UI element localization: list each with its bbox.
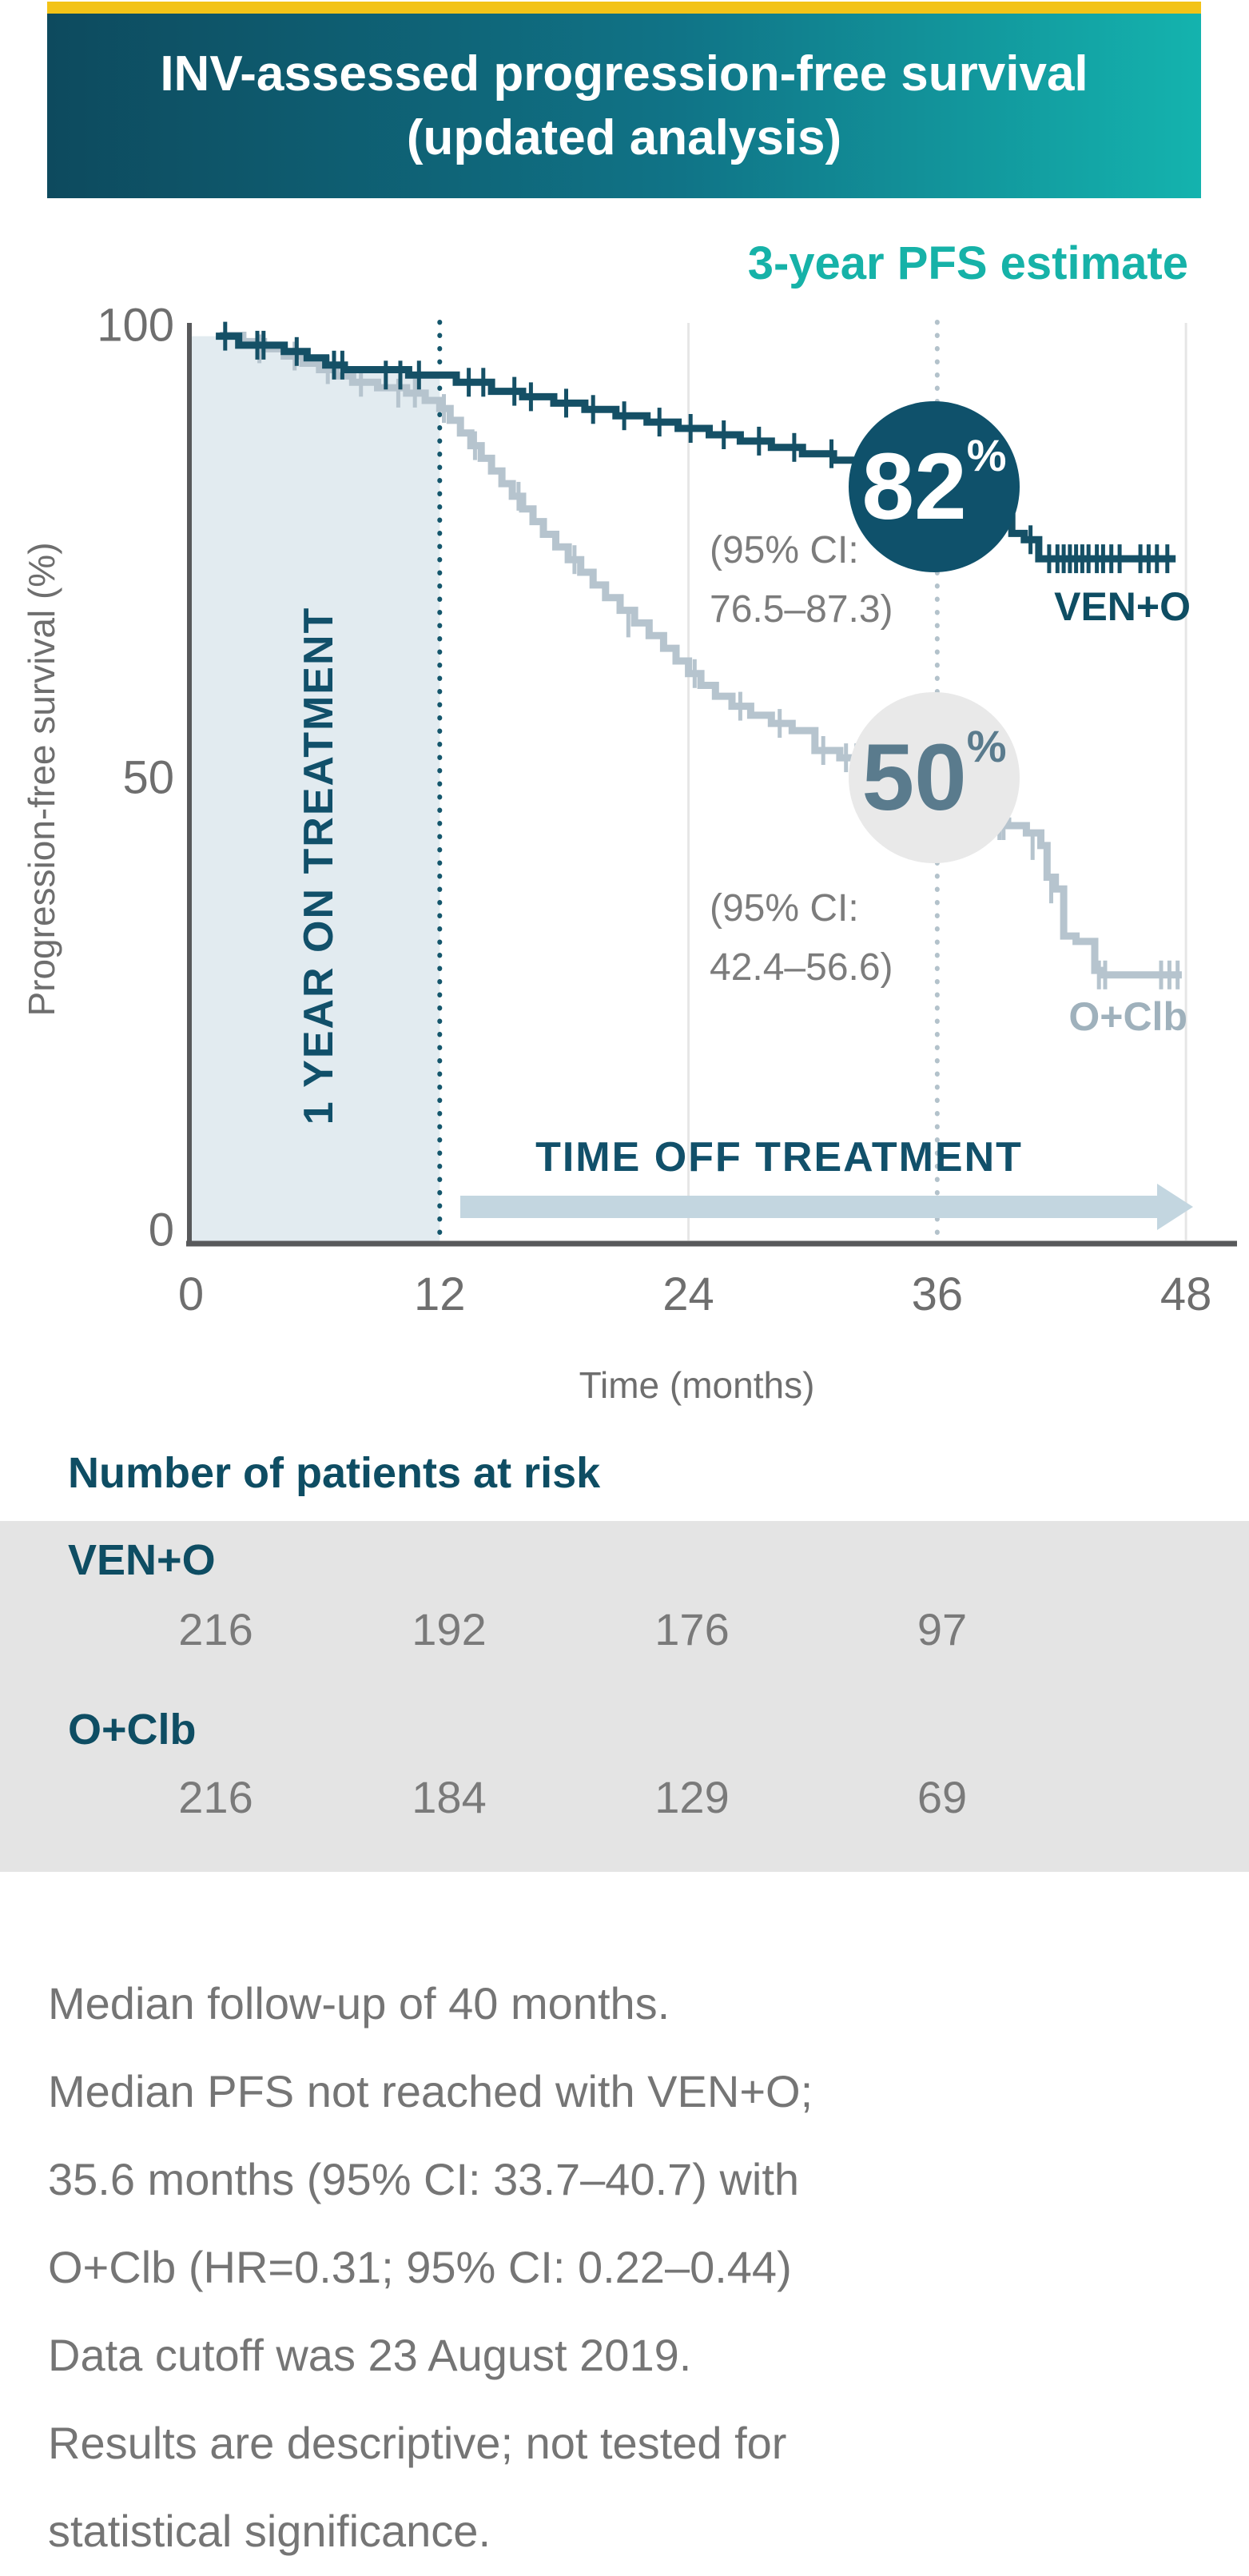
at-risk-count: 184 <box>412 1772 487 1822</box>
top-accent-bar <box>47 2 1201 14</box>
footnote-line: O+Clb (HR=0.31; 95% CI: 0.22–0.44) <box>48 2242 792 2292</box>
footnote-line: Data cutoff was 23 August 2019. <box>48 2330 692 2380</box>
ven-o-estimate-value: 82 <box>861 434 967 539</box>
y-tick-label: 50 <box>122 751 174 804</box>
at-risk-table: VEN+O 216 192 176 97 O+Clb 216 184 129 69 <box>0 1521 1249 1872</box>
at-risk-group-o-clb: O+Clb <box>68 1706 197 1754</box>
ven-o-ci-text: (95% CI: 76.5–87.3) <box>710 529 893 631</box>
at-risk-count: 216 <box>178 1772 253 1822</box>
time-off-treatment-arrow <box>460 1184 1193 1230</box>
footnotes: Median follow-up of 40 months. Median PFS… <box>48 1960 1207 2575</box>
x-tick-label: 12 <box>414 1268 466 1320</box>
at-risk-heading: Number of patients at risk <box>68 1449 601 1497</box>
footnote-line: statistical significance. <box>48 2506 491 2556</box>
at-risk-count: 176 <box>654 1604 730 1654</box>
x-tick-label: 24 <box>662 1268 714 1320</box>
x-tick-label: 48 <box>1160 1268 1212 1320</box>
ven-o-estimate-badge: 82% <box>849 401 1020 572</box>
footnote-line: Results are descriptive; not tested for <box>48 2418 787 2468</box>
o-clb-estimate-badge: 50% <box>849 692 1020 863</box>
page-title-line1: INV-assessed progression-free survival <box>160 46 1088 102</box>
footnote-line: Median PFS not reached with VEN+O; <box>48 2066 813 2116</box>
o-clb-estimate-unit: % <box>966 721 1007 771</box>
km-chart <box>186 320 1237 1247</box>
footnote-line: Median follow-up of 40 months. <box>48 1978 670 2029</box>
on-treatment-shaded-region <box>191 336 440 1242</box>
ven-o-estimate-unit: % <box>966 430 1007 480</box>
ven-o-curve-label: VEN+O <box>1054 584 1191 629</box>
at-risk-count: 216 <box>178 1604 253 1654</box>
o-clb-estimate-value: 50 <box>861 725 967 830</box>
x-tick-label: 0 <box>177 1268 205 1320</box>
o-clb-ci-text: (95% CI: 42.4–56.6) <box>710 887 893 989</box>
footnote-line: 35.6 months (95% CI: 33.7–40.7) with <box>48 2154 800 2204</box>
time-off-treatment-label: TIME OFF TREATMENT <box>535 1134 1023 1181</box>
x-tick-label: 36 <box>911 1268 964 1320</box>
y-tick-label: 100 <box>97 299 174 352</box>
three-year-pfs-heading: 3-year PFS estimate <box>747 237 1188 289</box>
at-risk-count: 192 <box>412 1604 487 1654</box>
header-banner: INV-assessed progression-free survival (… <box>47 14 1201 198</box>
one-year-on-treatment-label: 1 YEAR ON TREATMENT <box>296 606 342 1125</box>
y-tick-label: 0 <box>148 1204 174 1256</box>
at-risk-group-ven-o: VEN+O <box>68 1536 216 1584</box>
x-axis-title: Time (months) <box>579 1364 815 1406</box>
at-risk-count: 97 <box>917 1604 968 1654</box>
page-title-line2: (updated analysis) <box>406 109 842 165</box>
o-clb-curve-label: O+Clb <box>1068 994 1187 1039</box>
at-risk-count: 129 <box>654 1772 730 1822</box>
at-risk-count: 69 <box>917 1772 968 1822</box>
